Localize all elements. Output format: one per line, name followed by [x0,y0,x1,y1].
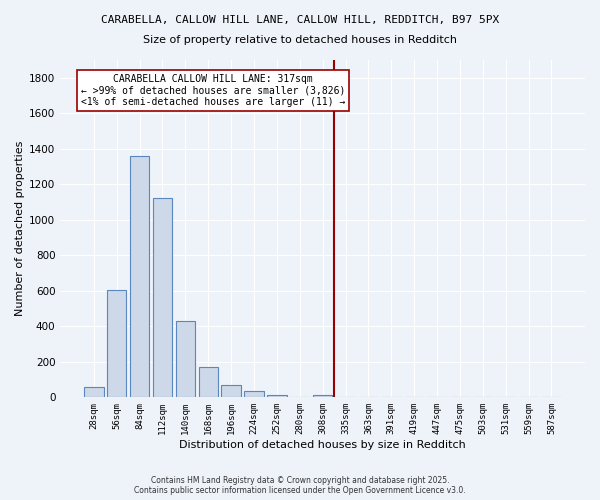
Bar [176,321,195,398]
Bar [199,367,218,398]
Bar [84,386,104,398]
Bar [244,391,264,398]
Bar [221,385,241,398]
Bar [153,198,172,398]
Text: CARABELLA, CALLOW HILL LANE, CALLOW HILL, REDDITCH, B97 5PX: CARABELLA, CALLOW HILL LANE, CALLOW HILL… [101,15,499,25]
Text: Contains HM Land Registry data © Crown copyright and database right 2025.
Contai: Contains HM Land Registry data © Crown c… [134,476,466,495]
Bar [267,394,287,398]
Bar [107,290,127,398]
Text: Size of property relative to detached houses in Redditch: Size of property relative to detached ho… [143,35,457,45]
Text: CARABELLA CALLOW HILL LANE: 317sqm
← >99% of detached houses are smaller (3,826): CARABELLA CALLOW HILL LANE: 317sqm ← >99… [80,74,345,108]
Y-axis label: Number of detached properties: Number of detached properties [15,141,25,316]
X-axis label: Distribution of detached houses by size in Redditch: Distribution of detached houses by size … [179,440,466,450]
Bar [313,394,332,398]
Bar [130,156,149,398]
